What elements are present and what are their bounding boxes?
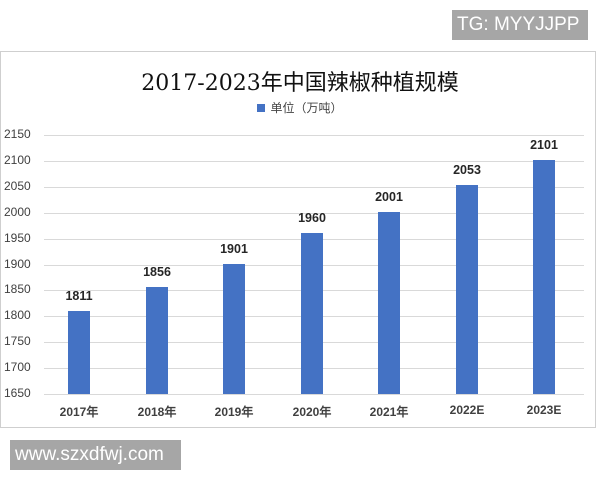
x-axis-tick-label: 2017年 — [59, 405, 99, 419]
watermark-top-right: TG: MYYJJPP — [452, 10, 588, 40]
x-axis-tick-label: 2019年 — [214, 405, 254, 419]
data-label: 1811 — [65, 289, 93, 303]
legend-label: 单位（万吨） — [270, 101, 343, 115]
bar-2019年 — [223, 264, 245, 394]
bar-2021年 — [378, 212, 400, 394]
watermark-bottom-left: www.szxdfwj.com — [10, 440, 181, 470]
data-label: 2001 — [375, 190, 403, 204]
x-axis-tick-label: 2022E — [449, 403, 485, 417]
data-label: 1901 — [220, 242, 248, 256]
legend-swatch-icon — [257, 104, 266, 112]
y-axis-tick-label: 2000 — [4, 205, 31, 219]
x-axis-tick-label: 2021年 — [369, 405, 409, 419]
y-axis-tick-label: 2050 — [4, 179, 31, 193]
gridline — [44, 213, 584, 214]
y-axis-tick-label: 2150 — [4, 127, 31, 141]
gridline — [44, 394, 584, 395]
chart-legend: 单位（万吨） — [0, 99, 600, 116]
gridline — [44, 161, 584, 162]
x-axis-tick-label: 2018年 — [137, 405, 177, 419]
y-axis-tick-label: 1900 — [4, 257, 31, 271]
y-axis-tick-label: 1700 — [4, 360, 31, 374]
bar-2017年 — [68, 311, 90, 394]
bar-2023E — [533, 160, 555, 394]
data-label: 1856 — [143, 265, 171, 279]
x-axis-tick-label: 2020年 — [292, 405, 332, 419]
x-axis-tick-label: 2023E — [526, 403, 562, 417]
data-label: 2053 — [453, 163, 481, 177]
y-axis-tick-label: 2100 — [4, 153, 31, 167]
data-label: 1960 — [298, 211, 326, 225]
y-axis-tick-label: 1850 — [4, 282, 31, 296]
y-axis-tick-label: 1800 — [4, 308, 31, 322]
y-axis-tick-label: 1750 — [4, 334, 31, 348]
data-label: 2101 — [530, 138, 558, 152]
bar-2018年 — [146, 287, 168, 394]
bar-2020年 — [301, 233, 323, 394]
y-axis-tick-label: 1950 — [4, 231, 31, 245]
gridline — [44, 187, 584, 188]
chart-title: 2017-2023年中国辣椒种植规模 — [141, 71, 459, 96]
gridline — [44, 135, 584, 136]
bar-2022E — [456, 185, 478, 394]
y-axis-tick-label: 1650 — [4, 386, 31, 400]
